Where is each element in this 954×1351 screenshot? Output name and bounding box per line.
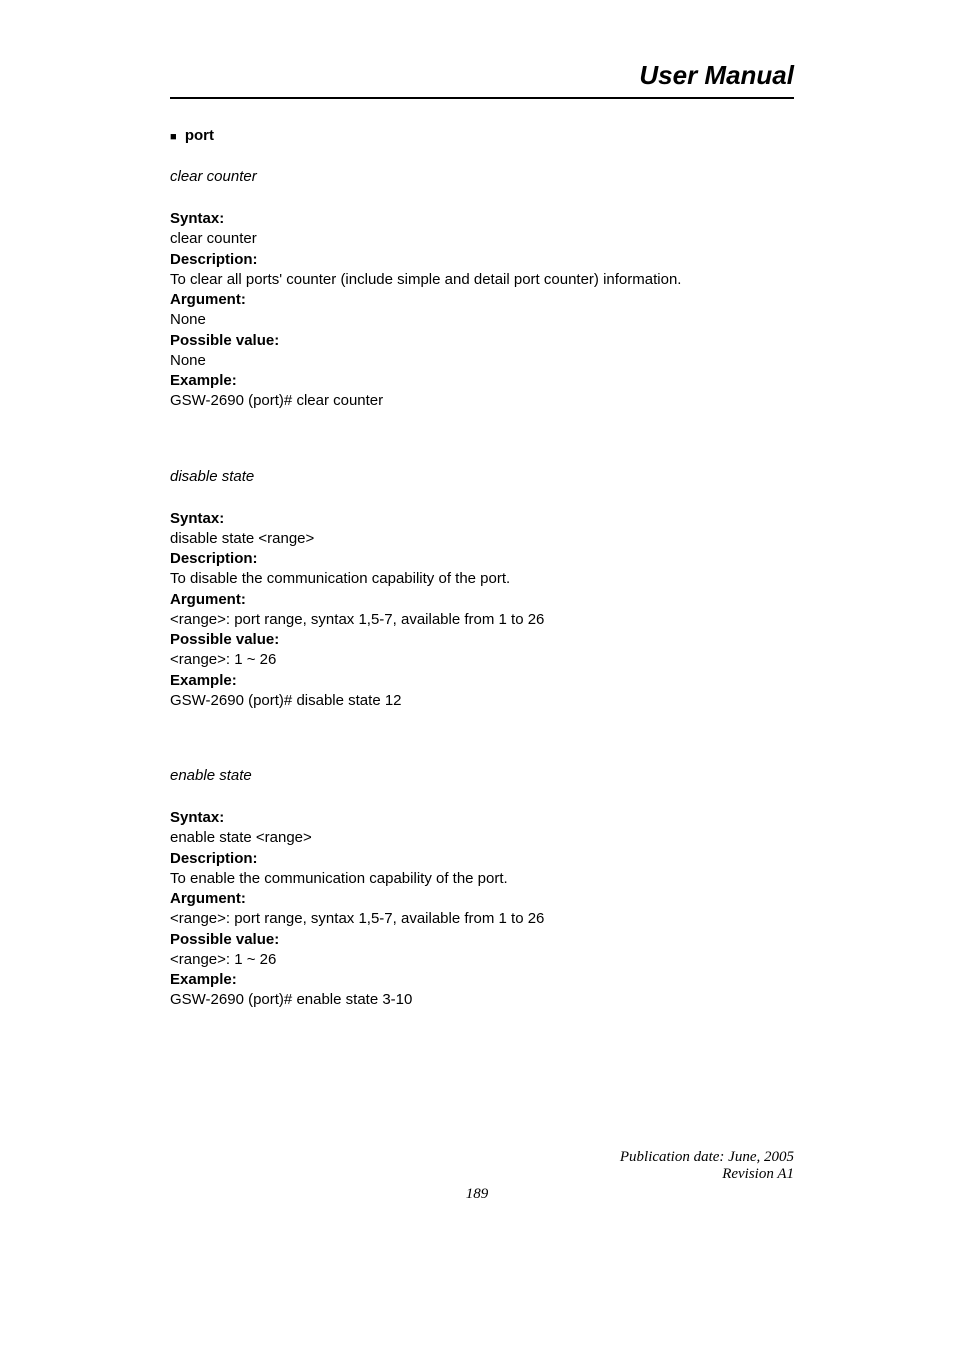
example-value: GSW-2690 (port)# disable state 12 (170, 692, 402, 709)
argument-label: Argument: (170, 291, 246, 308)
description-value: To clear all ports' counter (include sim… (170, 271, 681, 288)
page-container: User Manual ■ port clear counter Syntax:… (0, 0, 954, 1011)
command-name: disable state (170, 468, 794, 485)
section-title-text: port (185, 127, 214, 144)
section-title: ■ port (170, 127, 794, 144)
page-number: 189 (0, 1186, 954, 1203)
command-block: Syntax: clear counter Description: To cl… (170, 209, 794, 412)
example-value: GSW-2690 (port)# clear counter (170, 392, 383, 409)
syntax-label: Syntax: (170, 809, 224, 826)
possible-label: Possible value: (170, 332, 279, 349)
possible-label: Possible value: (170, 631, 279, 648)
header-rule (170, 97, 794, 99)
argument-label: Argument: (170, 591, 246, 608)
argument-value: <range>: port range, syntax 1,5-7, avail… (170, 910, 544, 927)
bullet-icon: ■ (170, 131, 177, 143)
argument-value: None (170, 311, 206, 328)
syntax-value: enable state <range> (170, 829, 312, 846)
publication-date: Publication date: June, 2005 (620, 1149, 794, 1166)
possible-value: <range>: 1 ~ 26 (170, 951, 276, 968)
example-label: Example: (170, 372, 237, 389)
example-label: Example: (170, 971, 237, 988)
example-value: GSW-2690 (port)# enable state 3-10 (170, 991, 412, 1008)
syntax-value: clear counter (170, 230, 257, 247)
possible-value: <range>: 1 ~ 26 (170, 651, 276, 668)
footer: Publication date: June, 2005 Revision A1 (620, 1149, 794, 1183)
header-title: User Manual (170, 60, 794, 91)
argument-value: <range>: port range, syntax 1,5-7, avail… (170, 611, 544, 628)
command-name: enable state (170, 767, 794, 784)
command-name: clear counter (170, 168, 794, 185)
description-label: Description: (170, 251, 258, 268)
syntax-label: Syntax: (170, 510, 224, 527)
revision: Revision A1 (620, 1166, 794, 1183)
description-label: Description: (170, 550, 258, 567)
description-value: To disable the communication capability … (170, 570, 510, 587)
description-label: Description: (170, 850, 258, 867)
syntax-label: Syntax: (170, 210, 224, 227)
command-block: Syntax: enable state <range> Description… (170, 808, 794, 1011)
argument-label: Argument: (170, 890, 246, 907)
description-value: To enable the communication capability o… (170, 870, 508, 887)
possible-label: Possible value: (170, 931, 279, 948)
syntax-value: disable state <range> (170, 530, 314, 547)
possible-value: None (170, 352, 206, 369)
command-block: Syntax: disable state <range> Descriptio… (170, 509, 794, 712)
example-label: Example: (170, 672, 237, 689)
